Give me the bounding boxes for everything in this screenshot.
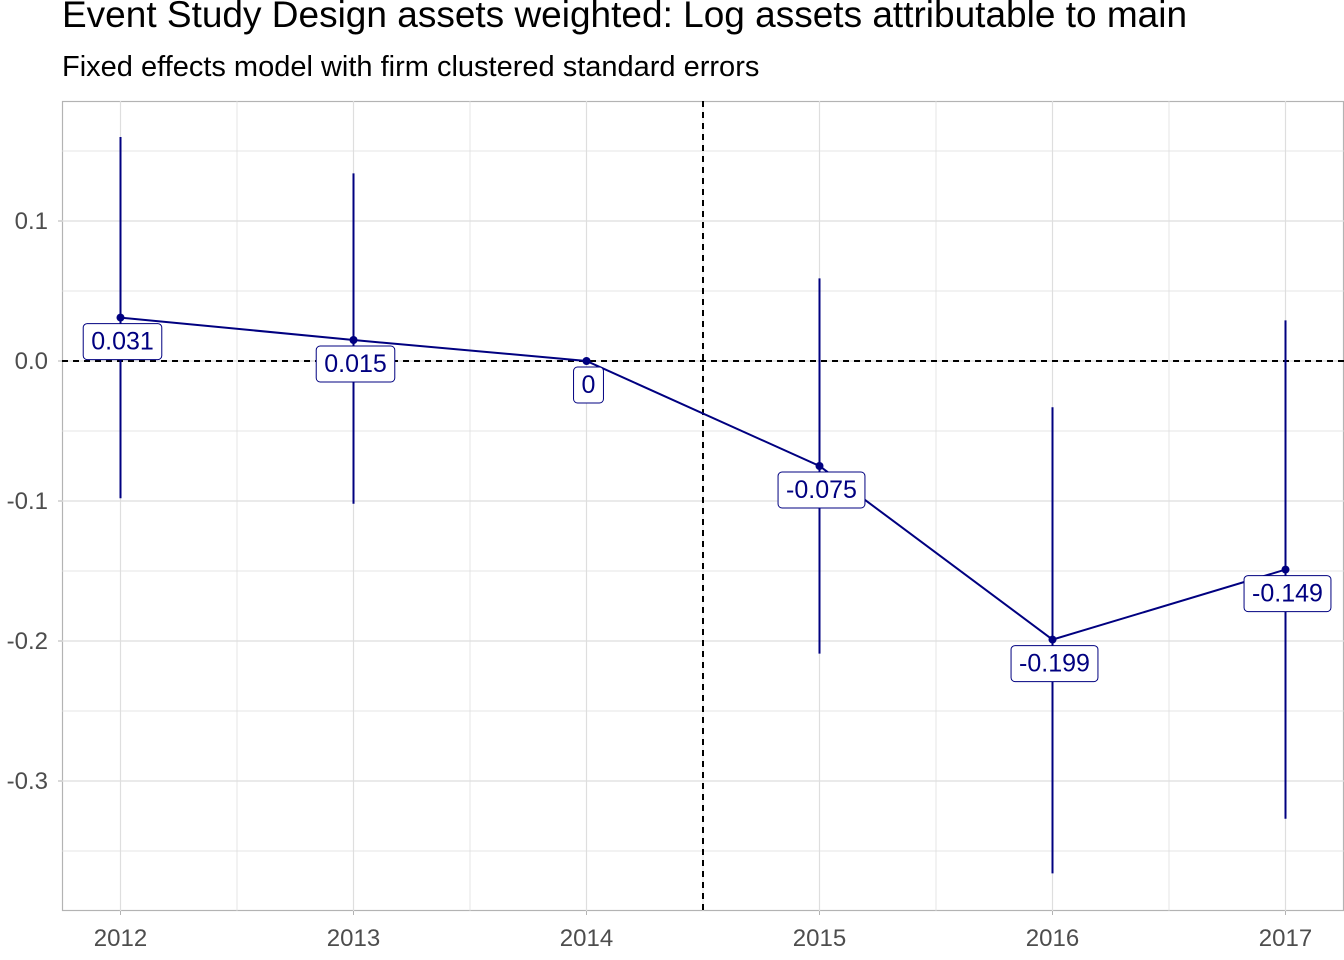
- y-tick-label: 0.1: [15, 208, 48, 235]
- data-labels: 0.031 0.015 0 -0.075 -0.199 -0.149: [82, 323, 1332, 683]
- data-label-text: 0: [582, 371, 596, 399]
- data-label-text: -0.075: [786, 476, 857, 504]
- y-tick-label: -0.1: [7, 488, 48, 515]
- data-point: [1048, 635, 1057, 644]
- x-tick-label: 2016: [1026, 925, 1079, 952]
- y-tick-label: -0.3: [7, 768, 48, 795]
- data-label: 0: [573, 366, 604, 404]
- data-label: 0.015: [315, 345, 396, 383]
- series: [116, 137, 1290, 874]
- x-tick-label: 2012: [94, 925, 147, 952]
- data-label-text: -0.199: [1019, 650, 1090, 678]
- data-label-box: [1243, 575, 1332, 613]
- x-tick-label: 2013: [327, 925, 380, 952]
- data-point: [815, 462, 824, 470]
- chart-subtitle: Fixed effects model with firm clustered …: [62, 51, 760, 83]
- data-label-text: -0.149: [1252, 580, 1323, 608]
- data-label-box: [1010, 645, 1099, 683]
- data-point: [1281, 565, 1290, 574]
- data-label: -0.075: [777, 471, 866, 509]
- y-tick-label: 0.0: [15, 348, 48, 375]
- series-line: [120, 316, 1286, 641]
- axes: 0.1 0.0 -0.1 -0.2 -0.3 2012 2013 2014 2015 2016 20…: [7, 208, 1313, 952]
- data-label-box: [777, 471, 866, 509]
- data-label-text: 0.031: [91, 328, 154, 356]
- data-label-box: [82, 323, 163, 361]
- data-label: -0.149: [1243, 575, 1332, 613]
- x-tick-label: 2017: [1259, 925, 1312, 952]
- data-point: [116, 313, 125, 322]
- x-tick-label: 2014: [560, 925, 613, 952]
- data-label-text: 0.015: [324, 350, 387, 378]
- data-label: -0.199: [1010, 645, 1099, 683]
- data-point: [349, 336, 358, 344]
- data-point: [582, 357, 591, 365]
- x-tick-label: 2015: [793, 925, 846, 952]
- y-tick-label: -0.2: [7, 628, 48, 655]
- chart-title: Event Study Design assets weighted: Log …: [62, 0, 1188, 35]
- data-label-box: [573, 366, 604, 404]
- data-label: 0.031: [82, 323, 163, 361]
- data-label-box: [315, 345, 396, 383]
- reference-lines: [62, 101, 1344, 911]
